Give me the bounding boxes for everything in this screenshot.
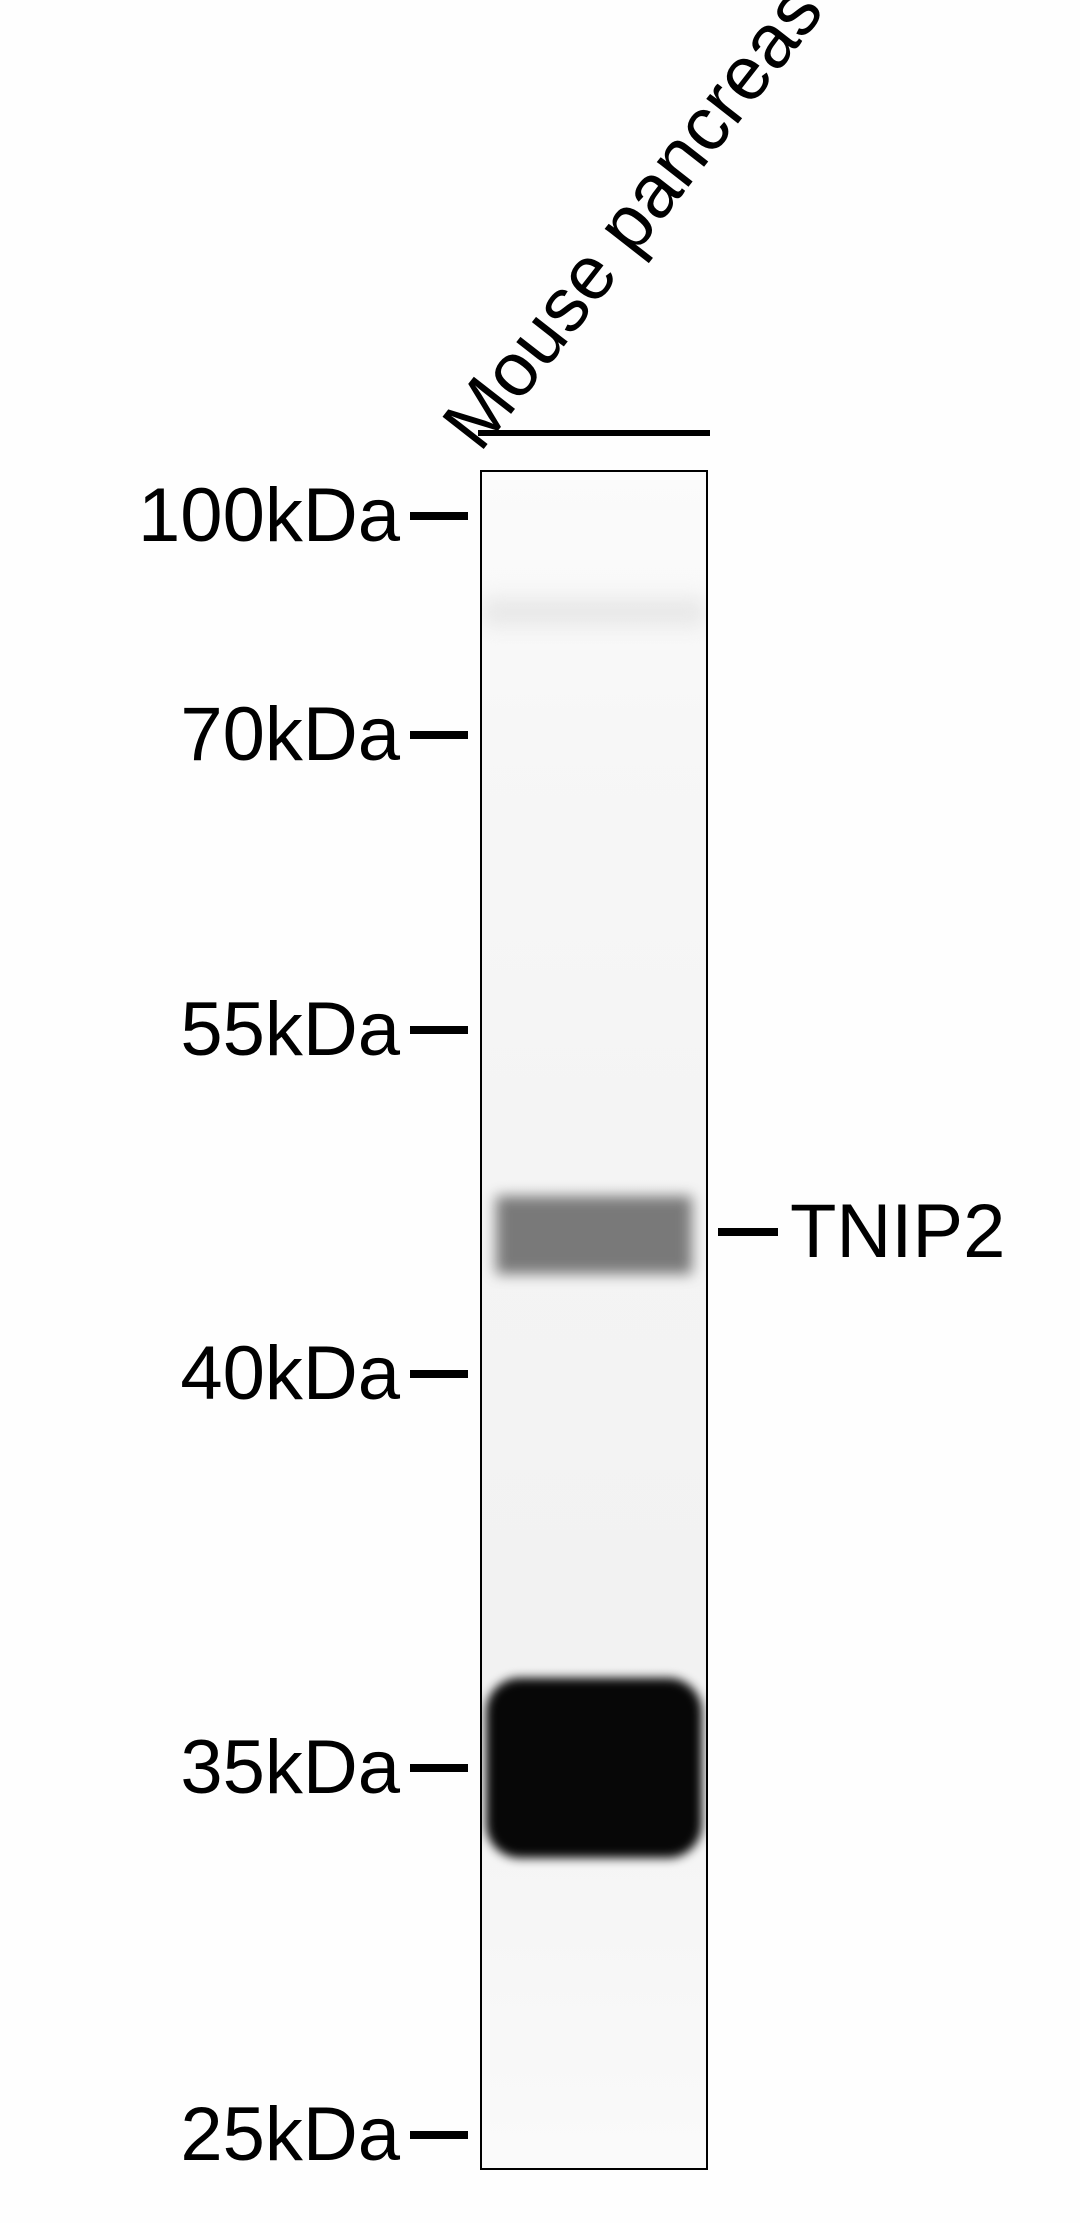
- marker-tick: [410, 2131, 468, 2139]
- blot-band-major-lower-band: [486, 1678, 702, 1858]
- marker-label: 35kDa: [180, 1724, 400, 1811]
- marker-tick: [410, 731, 468, 739]
- marker-tick: [410, 512, 468, 520]
- sample-label: Mouse pancreas: [425, 0, 839, 465]
- marker-tick: [410, 1370, 468, 1378]
- blot-band-faint-upper: [482, 597, 706, 627]
- band-annotation-tick: [718, 1228, 778, 1236]
- marker-tick: [410, 1764, 468, 1772]
- marker-label: 55kDa: [180, 986, 400, 1073]
- marker-label: 40kDa: [180, 1330, 400, 1417]
- marker-label: 25kDa: [180, 2091, 400, 2178]
- marker-tick: [410, 1026, 468, 1034]
- lane-underline: [478, 430, 710, 436]
- marker-label: 100kDa: [138, 472, 400, 559]
- blot-lane: [480, 470, 708, 2170]
- band-annotation-label: TNIP2: [790, 1188, 1005, 1275]
- blot-band-TNIP2-band: [496, 1196, 692, 1274]
- marker-label: 70kDa: [180, 691, 400, 778]
